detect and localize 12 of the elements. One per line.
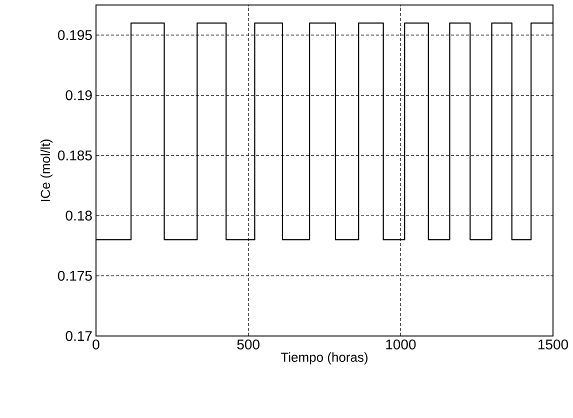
x-axis-title: Tiempo (horas) [280,352,368,364]
x-tick-label: 1500 [538,340,568,350]
y-tick-label: 0.185 [58,150,92,160]
x-tick-label: 0 [92,340,100,350]
x-tick-label: 500 [237,340,260,350]
x-tick-label: 1000 [386,340,416,350]
y-tick-label: 0.175 [58,270,92,281]
y-tick-label: 0.17 [66,331,92,341]
y-tick-label: 0.18 [66,210,92,221]
y-axis-title: ICe (mol/lt) [40,140,53,202]
y-tick-label: 0.195 [58,30,92,40]
y-tick-label: 0.19 [66,90,92,100]
